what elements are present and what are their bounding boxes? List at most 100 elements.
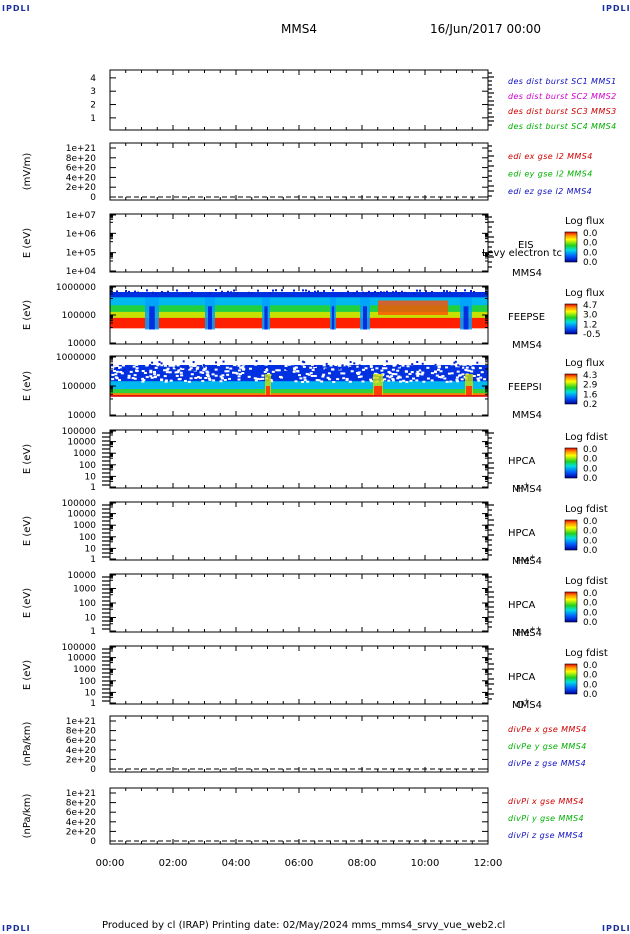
colorbar — [564, 303, 578, 335]
feepsi-noise — [409, 379, 413, 382]
panel-frame-p2 — [109, 142, 489, 201]
feepsi-noise — [327, 372, 331, 375]
feepsi-noise — [410, 371, 414, 374]
feepsi-noise — [150, 376, 154, 379]
feepsi-noise — [135, 367, 139, 370]
feepsi-noise — [449, 380, 453, 383]
colorbar-tick-label: 0.0 — [583, 536, 598, 546]
feepsi-noise — [265, 369, 269, 372]
y-tick-label: 100000 — [62, 427, 97, 437]
feepsi-noise — [292, 370, 296, 373]
legend-entry: divPe z gse MMS4 — [508, 759, 586, 768]
feepsi-noise — [447, 372, 451, 375]
y-axis-label: E (eV) — [22, 660, 33, 690]
feepsi-noise — [116, 367, 119, 370]
y-tick-label: 6e+20 — [66, 736, 97, 746]
y-axis-label: E (eV) — [22, 300, 33, 330]
feepsi-noise — [465, 366, 469, 369]
colorbar-tick-label: 0.0 — [583, 258, 598, 268]
feepse-band — [110, 311, 488, 320]
feepsi-noise — [207, 377, 211, 380]
feepsi-noise — [115, 365, 119, 368]
feepsi-noise — [401, 364, 405, 367]
feepsi-noise — [199, 362, 203, 365]
feepsi-noise — [420, 368, 423, 371]
feepsi-noise — [214, 374, 218, 377]
feepsi-noise — [341, 364, 344, 367]
feepsi-noise — [443, 377, 447, 380]
feepsi-noise — [151, 361, 154, 364]
colorbar-title: Log flux — [565, 288, 605, 299]
y-tick-label: 10000 — [67, 411, 96, 421]
feepsi-noise — [453, 361, 456, 364]
feepsi-noise — [469, 363, 473, 366]
feepse-noise — [377, 292, 379, 295]
legend-entry: des dist burst SC3 MMS3 — [508, 107, 617, 116]
feepsi-noise — [332, 381, 336, 384]
colorbar-tick-label: 1.2 — [583, 320, 597, 330]
y-tick-label: 10000 — [67, 438, 96, 448]
feepsi-noise — [241, 367, 245, 370]
feepsi-noise — [369, 378, 373, 381]
feepsi-noise — [326, 376, 330, 379]
colorbar-title: Log fdist — [565, 648, 608, 659]
feepsi-noise — [241, 365, 245, 368]
feepsi-enhancement — [266, 386, 270, 395]
colorbar — [564, 519, 578, 551]
feepsi-noise — [361, 380, 365, 383]
feepse-noise — [164, 292, 166, 295]
feepsi-noise — [239, 373, 243, 376]
feepsi-noise — [421, 362, 424, 365]
feepsi-enhancement — [265, 374, 271, 395]
feepse-noise — [317, 290, 319, 293]
legend-entry: edi ey gse l2 MMS4 — [508, 170, 593, 179]
feepsi-noise — [154, 366, 158, 369]
feepsi-noise — [439, 370, 443, 373]
feepsi-noise — [234, 371, 238, 374]
feepsi-noise — [311, 363, 315, 366]
feepse-noise — [413, 292, 415, 295]
feepsi-noise — [460, 378, 464, 381]
y-tick-label: 6e+20 — [66, 808, 97, 818]
feepsi-noise — [470, 370, 474, 373]
species-label: He+ — [516, 553, 536, 567]
feepsi-noise — [362, 363, 366, 366]
feepsi-noise — [241, 372, 245, 375]
panel-frame-p9 — [109, 645, 489, 705]
feepsi-noise — [356, 371, 360, 374]
y-tick-label: 10000 — [67, 654, 96, 664]
feepsi-noise — [222, 360, 225, 363]
y-tick-label: 4 — [90, 74, 96, 84]
spacecraft-label: MMS4 — [512, 556, 542, 567]
feepsi-noise — [203, 367, 207, 370]
time-tick-label: 08:00 — [348, 858, 377, 869]
feepsi-enhancement — [466, 386, 472, 395]
colorbar-tick-label: 0.0 — [583, 599, 598, 609]
feepsi-noise — [358, 364, 361, 367]
feepsi-noise — [163, 364, 167, 367]
spacecraft-label: MMS4 — [512, 340, 542, 351]
species-label: H+ — [516, 481, 530, 495]
feepsi-noise — [322, 373, 326, 376]
feepsi-noise — [455, 365, 459, 368]
y-tick-label: 4e+20 — [66, 173, 97, 183]
feepsi-noise — [127, 374, 131, 377]
feepsi-noise — [204, 377, 208, 380]
feepsi-noise — [476, 377, 480, 380]
feepsi-noise — [396, 369, 400, 372]
feepsi-band — [110, 381, 488, 392]
y-tick-label: 10 — [85, 544, 97, 554]
feepsi-noise — [229, 362, 233, 365]
feepsi-noise — [478, 367, 482, 370]
feepse-noise — [146, 289, 148, 292]
feepsi-noise — [131, 377, 135, 380]
feepsi-noise — [254, 379, 258, 382]
y-tick-label: 1000 — [73, 585, 96, 595]
feepsi-noise — [169, 379, 173, 382]
feepsi-noise — [437, 375, 441, 378]
feepsi-noise — [149, 369, 153, 372]
feepsi-noise — [114, 373, 118, 376]
colorbar — [564, 231, 578, 263]
feepsi-noise — [483, 378, 487, 381]
y-tick-label: 10000 — [67, 510, 96, 520]
